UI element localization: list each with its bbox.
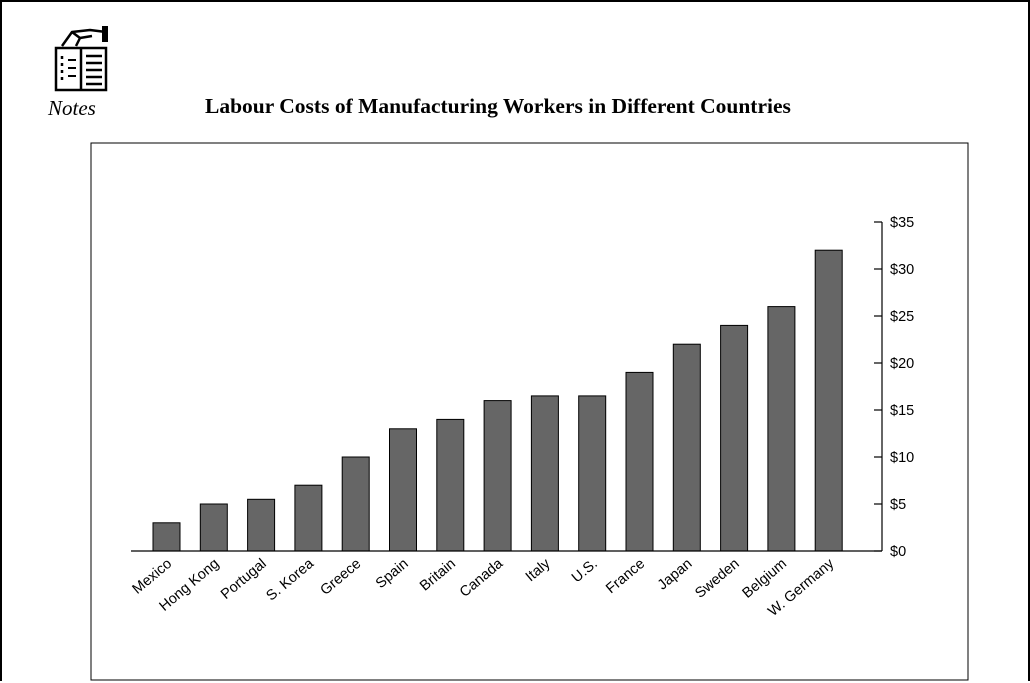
x-tick-label: Italy bbox=[523, 555, 554, 585]
y-tick-label: $20 bbox=[890, 356, 914, 372]
x-tick-label: France bbox=[603, 556, 648, 597]
x-tick-label: Britain bbox=[417, 556, 459, 595]
bar bbox=[578, 395, 607, 552]
bar bbox=[152, 522, 181, 552]
bar bbox=[672, 343, 701, 552]
x-tick-label: Japan bbox=[655, 556, 696, 594]
y-tick-label: $15 bbox=[890, 403, 914, 419]
bar bbox=[436, 418, 465, 552]
bar bbox=[294, 484, 323, 552]
bar bbox=[530, 395, 559, 552]
y-tick-label: $0 bbox=[890, 544, 906, 560]
bar bbox=[247, 498, 276, 552]
bar bbox=[483, 400, 512, 552]
y-tick-label: $25 bbox=[890, 309, 914, 325]
y-tick-label: $30 bbox=[890, 262, 914, 278]
x-tick-label: Sweden bbox=[692, 556, 742, 602]
bar bbox=[389, 428, 417, 552]
y-tick-label: $35 bbox=[890, 215, 914, 231]
chart-frame bbox=[90, 142, 969, 681]
x-tick-label: Portugal bbox=[218, 556, 270, 603]
bar bbox=[341, 456, 370, 552]
bar bbox=[814, 249, 843, 552]
bar bbox=[720, 324, 749, 552]
bars-group bbox=[152, 249, 843, 552]
notes-book-hand-icon bbox=[54, 26, 108, 92]
chart-title: Labour Costs of Manufacturing Workers in… bbox=[205, 94, 791, 118]
x-tick-label: U.S. bbox=[569, 556, 601, 586]
y-tick-label: $10 bbox=[890, 450, 914, 466]
x-tick-label: Greece bbox=[318, 556, 365, 599]
bar bbox=[767, 306, 796, 552]
notes-label: Notes bbox=[48, 96, 96, 120]
y-tick-label: $5 bbox=[890, 497, 906, 513]
bar bbox=[199, 503, 228, 552]
x-tick-label: S. Korea bbox=[263, 555, 317, 604]
x-tick-label: Canada bbox=[457, 555, 507, 601]
bar bbox=[625, 371, 654, 552]
x-tick-label: Spain bbox=[373, 556, 412, 592]
